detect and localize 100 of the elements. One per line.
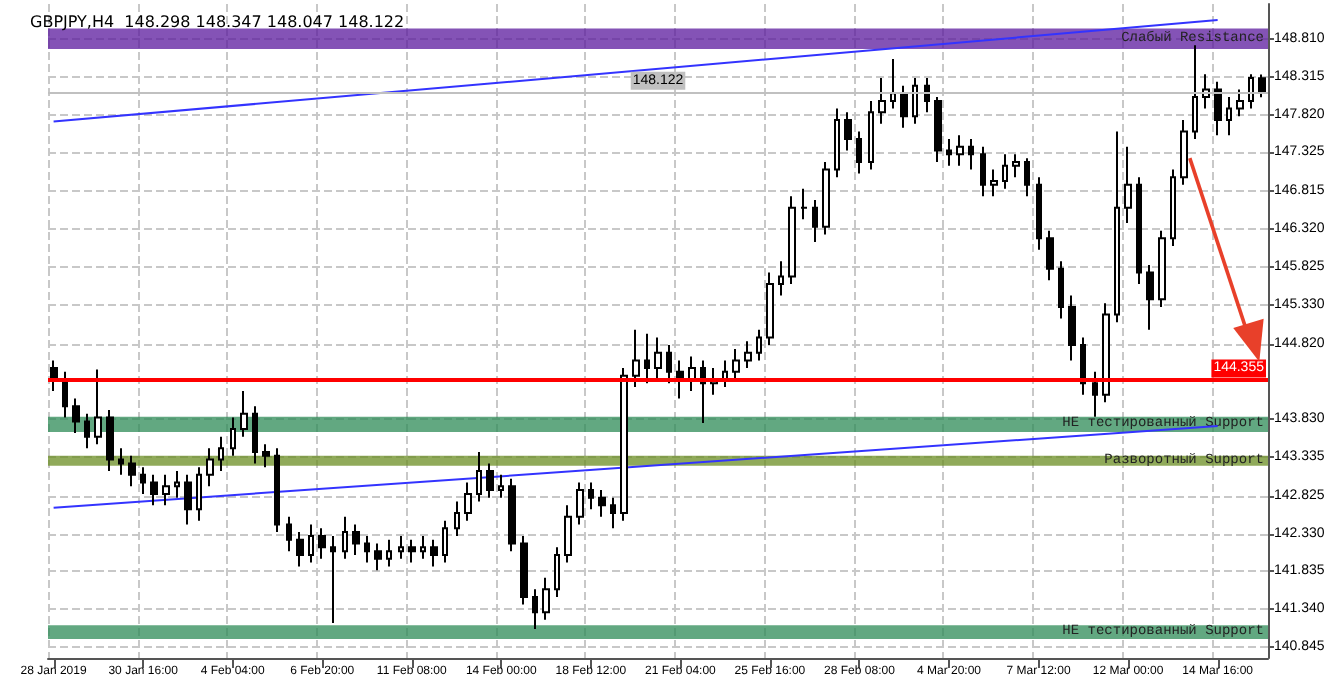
candlestick (632, 328, 640, 389)
candlestick (778, 260, 784, 297)
candlestick (218, 435, 224, 473)
candlestick (150, 473, 158, 507)
candlestick (1236, 88, 1244, 118)
candlestick (890, 57, 896, 110)
candlestick (766, 271, 774, 347)
candlestick (610, 496, 616, 530)
candlestick (508, 477, 516, 553)
candlestick (834, 107, 840, 179)
candlestick (1024, 157, 1030, 198)
candlestick (318, 527, 326, 560)
candlestick (980, 145, 986, 198)
candlestick (196, 466, 202, 522)
candlestick (644, 332, 650, 385)
candlestick (934, 96, 942, 163)
candlestick (352, 523, 360, 556)
candlestick (140, 466, 146, 495)
candlestick (1192, 44, 1198, 141)
candlestick (1046, 229, 1054, 282)
candlestick (598, 489, 606, 518)
candlestick (342, 515, 348, 560)
candlestick (118, 447, 124, 476)
candlestick (442, 519, 448, 564)
candlestick (374, 542, 382, 572)
candlestick (364, 534, 370, 564)
candlestick (230, 416, 236, 457)
candlestick (912, 77, 918, 125)
candlestick (554, 546, 560, 598)
candlestick (174, 470, 180, 499)
candlestick (900, 84, 908, 129)
candlestick (620, 367, 628, 522)
candlestick (476, 450, 482, 503)
candlestick (744, 340, 752, 370)
candlestick (1180, 119, 1188, 186)
candlestick (62, 370, 68, 419)
candlestick (454, 500, 460, 537)
candlestick (408, 538, 416, 564)
candlestick (1124, 145, 1132, 225)
candlestick (968, 138, 974, 171)
candlestick (990, 168, 998, 198)
candlestick (1214, 80, 1222, 137)
candlestick (1136, 176, 1142, 286)
candlestick (812, 199, 818, 244)
candlestick (1146, 263, 1154, 331)
candlestick (1258, 73, 1266, 99)
candlestick (464, 481, 472, 522)
candlestick (878, 77, 886, 125)
candlestick (788, 195, 796, 286)
candlestick (1058, 260, 1064, 320)
candlestick (1248, 73, 1254, 110)
candlestick (386, 538, 392, 568)
candlestick (1114, 130, 1120, 324)
candlestick (162, 473, 170, 507)
candlestick (800, 187, 808, 221)
candlestick (576, 481, 584, 526)
candlestick (184, 473, 192, 526)
candlestick (84, 412, 90, 450)
candlestick (844, 111, 852, 152)
candlestick (308, 523, 314, 564)
candlestick (856, 130, 862, 175)
candlestick (420, 534, 426, 560)
candlestick (398, 534, 404, 560)
candlestick (106, 408, 114, 473)
candlestick (330, 534, 336, 624)
candlestick (206, 447, 214, 488)
candlestick (430, 538, 438, 568)
candlestick (274, 447, 280, 534)
candlestick (1226, 96, 1232, 137)
candlestick (1170, 168, 1176, 247)
candlestick (542, 576, 550, 621)
candlestick (94, 368, 102, 446)
candlestick (286, 515, 292, 553)
candlestick (564, 504, 572, 564)
candlestick (128, 454, 136, 488)
candlestick (588, 481, 594, 511)
candlestick (732, 347, 740, 381)
candlestick (262, 443, 270, 469)
candlestick (822, 160, 830, 236)
candlestick (1092, 370, 1098, 418)
candlestick (498, 473, 504, 499)
candlestick (296, 531, 304, 568)
candlestick (1002, 153, 1008, 190)
candlestick (72, 397, 80, 434)
candlestick (666, 344, 672, 385)
candlestick (946, 138, 952, 167)
candlestick (532, 588, 538, 630)
candlestick (520, 534, 528, 606)
candlestick (240, 389, 248, 438)
candlestick (868, 99, 874, 171)
candlestick (486, 462, 494, 499)
candlestick (1158, 229, 1166, 308)
candlestick (654, 336, 662, 381)
candlestick (1080, 336, 1086, 396)
candlestick (956, 134, 964, 167)
candlestick (252, 405, 258, 465)
candlestick (688, 355, 696, 392)
candlestick (756, 328, 762, 362)
candlestick (924, 77, 930, 114)
text: GBPJPY,H4 148.298 148.347 148.047 148.122 (30, 13, 405, 31)
